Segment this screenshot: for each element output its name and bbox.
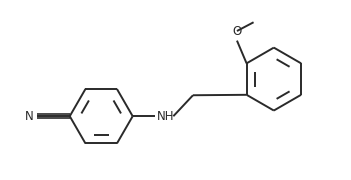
Text: O: O [232,25,241,38]
Text: N: N [25,110,33,123]
Text: NH: NH [157,110,174,123]
